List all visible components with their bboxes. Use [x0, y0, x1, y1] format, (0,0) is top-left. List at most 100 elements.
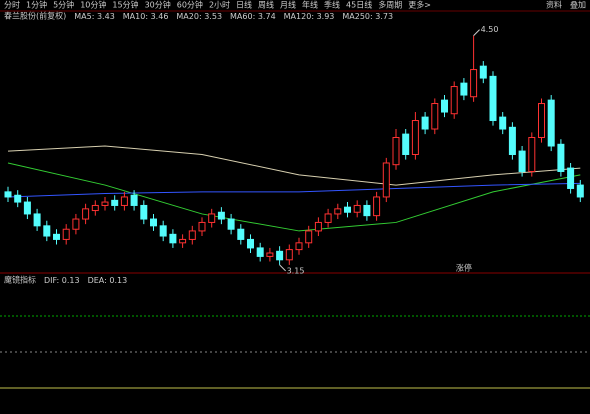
candle-body — [208, 213, 216, 223]
candle-body — [179, 238, 187, 244]
indicator-value: 3.43 — [97, 12, 115, 21]
candle-body — [518, 150, 526, 172]
indicator-value: 3.74 — [258, 12, 276, 21]
sub-indicator-value: 0.13 — [62, 276, 80, 285]
candle-body — [227, 218, 235, 230]
candle-body — [62, 228, 70, 240]
indicator-value: 3.53 — [204, 12, 222, 21]
candle-body — [72, 218, 80, 230]
toolbar-item[interactable]: 更多> — [408, 0, 431, 10]
toolbar-item[interactable]: 60分钟 — [177, 0, 203, 10]
candle-body — [23, 201, 31, 215]
candle-body — [150, 218, 157, 227]
sub-indicator: DEA: 0.13 — [88, 276, 128, 285]
candle-body — [450, 86, 458, 115]
sub-indicator-value: 0.13 — [109, 276, 127, 285]
candle-body — [373, 196, 381, 217]
candle-body — [237, 228, 245, 240]
candle-body — [470, 69, 478, 98]
toolbar-item[interactable]: 年线 — [302, 0, 318, 10]
ma-line — [7, 182, 581, 198]
candle-body — [441, 99, 448, 113]
indicator-name: MA5 — [74, 12, 91, 21]
toolbar-item[interactable]: 1分钟 — [26, 0, 47, 10]
annotation-leader — [473, 29, 480, 36]
indicator-name: MA60 — [230, 12, 253, 21]
toolbar-item[interactable]: 45日线 — [346, 0, 372, 10]
candle-body — [353, 204, 361, 213]
candle-body — [363, 204, 371, 217]
toolbar-item[interactable]: 日线 — [236, 0, 252, 10]
indicator-name: MA20 — [176, 12, 199, 21]
indicator-name: MA10 — [123, 12, 146, 21]
candle-body — [334, 208, 342, 215]
toolbar-item[interactable]: 5分钟 — [53, 0, 74, 10]
candle-body — [169, 233, 177, 244]
toolbar-item[interactable]: 分时 — [4, 0, 20, 10]
candle-body — [120, 196, 128, 206]
indicator-value: 3.93 — [317, 12, 335, 21]
candle-body — [111, 199, 119, 206]
candle-body — [411, 120, 419, 155]
indicator: MA250: 3.73 — [342, 12, 393, 21]
candle-body — [508, 126, 516, 155]
indicator: MA10: 3.46 — [123, 12, 169, 21]
sub-indicator: DIF: 0.13 — [44, 276, 80, 285]
indicator: MA120: 3.93 — [284, 12, 335, 21]
candle-body — [247, 238, 254, 249]
candle-body — [140, 204, 148, 220]
sub-indicator-name: DEA — [88, 276, 105, 285]
candle-body — [499, 116, 507, 130]
indicator-name: MA250 — [342, 12, 370, 21]
candle-body — [130, 194, 138, 206]
toolbar-item[interactable]: 10分钟 — [80, 0, 106, 10]
candle-body — [33, 213, 41, 227]
annotation-leader — [279, 264, 286, 272]
candle-body — [547, 99, 555, 147]
candle-body — [402, 133, 410, 155]
annotation: 4.50 — [481, 25, 499, 34]
candle-body — [557, 143, 565, 172]
candle-body — [266, 252, 274, 257]
candle-body — [285, 249, 293, 261]
candle-body — [14, 194, 22, 203]
candle-body — [295, 242, 303, 251]
candle-body — [101, 201, 109, 206]
candle-body — [489, 75, 497, 122]
candle-body — [256, 247, 264, 257]
toolbar-item[interactable]: 月线 — [280, 0, 296, 10]
candle-body — [82, 208, 90, 220]
candle-body — [421, 116, 429, 130]
candle-body — [392, 137, 400, 166]
toolbar-right[interactable]: 资料 — [546, 0, 562, 10]
toolbar-item[interactable]: 30分钟 — [145, 0, 171, 10]
candle-body — [538, 103, 545, 139]
candle-body — [576, 184, 584, 198]
candle-body — [324, 213, 332, 223]
candle-body — [4, 191, 12, 198]
candle-body — [188, 230, 196, 240]
candle-body — [43, 225, 51, 237]
candle-body — [314, 221, 322, 232]
ma-line — [7, 162, 581, 232]
indicator: MA60: 3.74 — [230, 12, 276, 21]
toolbar-item[interactable]: 15分钟 — [112, 0, 138, 10]
tag: 涨停 — [456, 263, 472, 273]
candle-body — [217, 211, 225, 220]
candle-body — [382, 162, 390, 198]
candle-body — [567, 167, 575, 189]
toolbar-item[interactable]: 多周期 — [378, 0, 402, 10]
toolbar-item[interactable]: 周线 — [258, 0, 274, 10]
toolbar-item[interactable]: 2小时 — [209, 0, 230, 10]
indicator-value: 3.46 — [151, 12, 169, 21]
chart-title: 春兰股份(前复权) — [4, 11, 66, 21]
candle-body — [305, 230, 313, 244]
toolbar-right[interactable]: 叠加 — [570, 0, 586, 10]
candle-body — [53, 233, 60, 240]
toolbar-item[interactable]: 季线 — [324, 0, 340, 10]
annotation: 3.15 — [287, 266, 305, 275]
indicator: MA5: 3.43 — [74, 12, 115, 21]
candle-body — [460, 82, 468, 96]
